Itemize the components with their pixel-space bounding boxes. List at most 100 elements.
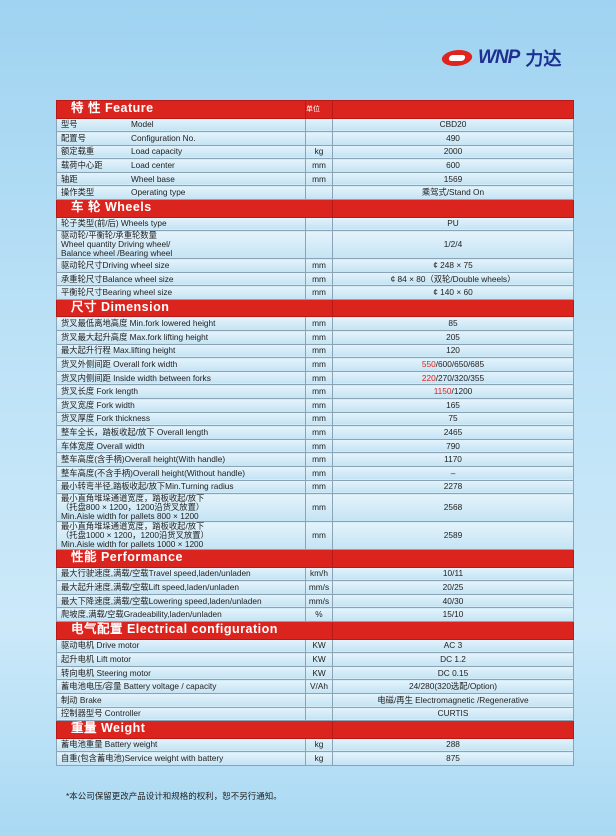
- spec-value-text: 20/25: [442, 582, 464, 593]
- section-title: 重量 Weight: [71, 721, 146, 736]
- spec-value: 165: [332, 398, 574, 413]
- spec-label: 整车高度(不含手柄)Overall height(Without handle): [56, 465, 306, 481]
- spec-value: 1569: [332, 171, 574, 187]
- spec-value-text: ¢ 84 × 80（双轮/Double wheels）: [390, 273, 516, 284]
- spec-unit: [305, 117, 333, 133]
- spec-unit: mm: [305, 171, 333, 187]
- spec-label: 配置号 Configuration No.: [56, 131, 306, 146]
- spec-label: 整车高度(含手柄)Overall height(With handle): [56, 452, 306, 467]
- spec-label-text: 最小直角堆垛通道宽度，踏板收起/放下 （托盘1000 × 1200，1200沿货…: [61, 521, 209, 550]
- spec-unit: KW: [305, 665, 333, 681]
- section-header: 车 轮 Wheels: [56, 199, 574, 218]
- spec-table: 特 性 Feature 单位 型号 Model CBD20 配置号 Configuratio…: [56, 100, 574, 766]
- spec-label-text: 驱动电机 Drive motor: [61, 640, 140, 651]
- spec-label-text: 最小直角堆垛通道宽度，踏板收起/放下 （托盘800 × 1200，1200沿货叉…: [61, 493, 205, 522]
- spec-value: 85: [332, 316, 574, 332]
- table-row: 驱动电机 Drive motor KW AC 3: [56, 638, 574, 654]
- section-title-cell: 特 性 Feature: [56, 100, 306, 119]
- spec-label: 货叉厚度 Fork thickness: [56, 411, 306, 427]
- spec-label-text: 爬坡度,满载/空载Gradeability,laden/unladen: [61, 609, 222, 620]
- section-title-cell: 电气配置 Electrical configuration: [56, 621, 333, 640]
- spec-value-text: 165: [446, 399, 460, 410]
- spec-label: 承重轮尺寸Balance wheel size: [56, 271, 306, 287]
- spec-unit: mm: [305, 411, 333, 427]
- spec-label: 最大起升速度,满载/空载Lift speed,laden/unladen: [56, 580, 306, 595]
- spec-unit: mm: [305, 357, 333, 372]
- spec-label: 货叉宽度 Fork width: [56, 398, 306, 413]
- table-row: 承重轮尺寸Balance wheel size mm ¢ 84 × 80（双轮/Do…: [56, 271, 574, 287]
- table-row: 整车高度(含手柄)Overall height(With handle) mm 11…: [56, 452, 574, 467]
- table-row: 货叉内侧间距 Inside width between forks mm 220/2…: [56, 370, 574, 386]
- spec-value-text: ¢ 248 × 75: [433, 259, 473, 270]
- table-row: 载荷中心距 Load center mm 600: [56, 158, 574, 173]
- spec-value: 1170: [332, 452, 574, 467]
- spec-value: 2278: [332, 479, 574, 495]
- table-row: 最大行驶速度,满载/空载Travel speed,laden/unladen km…: [56, 566, 574, 582]
- table-row: 配置号 Configuration No. 490: [56, 131, 574, 146]
- spec-value: 75: [332, 411, 574, 427]
- spec-unit: KW: [305, 638, 333, 654]
- spec-label: 蓄电池重量 Battery weight: [56, 737, 306, 753]
- table-row: 自重(包含蓄电池)Service weight with battery kg 87…: [56, 751, 574, 766]
- spec-value: 1150/1200: [332, 384, 574, 399]
- spec-value-text: 2568: [443, 502, 463, 513]
- section-title: 电气配置 Electrical configuration: [71, 622, 278, 637]
- spec-label: 操作类型 Operating type: [56, 185, 306, 201]
- company-logo: WNP 力达: [439, 45, 562, 71]
- spec-unit: %: [305, 607, 333, 623]
- spec-label-text: 货叉最大起升高度 Max.fork lifting height: [61, 331, 209, 342]
- spec-value: DC 0.15: [332, 665, 574, 681]
- spec-label: 驱动轮尺寸Driving wheel size: [56, 258, 306, 273]
- spec-label-text: 货叉长度 Fork length: [61, 386, 138, 397]
- spec-label-text: 货叉最低离地高度 Min.fork lowered height: [61, 318, 216, 329]
- section-header: 性能 Performance: [56, 549, 574, 568]
- spec-label-text: 自重(包含蓄电池)Service weight with battery: [61, 752, 224, 763]
- table-row: 蓄电池重量 Battery weight kg 288: [56, 737, 574, 753]
- spec-value-text: CURTIS: [437, 708, 469, 719]
- spec-label-text: 平衡轮尺寸Bearing wheel size: [61, 287, 173, 298]
- spec-label-text: 货叉厚度 Fork thickness: [61, 413, 150, 424]
- table-row: 驱动轮尺寸Driving wheel size mm ¢ 248 × 75: [56, 258, 574, 273]
- section-header-spacer: [332, 621, 574, 640]
- spec-value-text: 490: [446, 132, 460, 143]
- spec-unit: mm: [305, 285, 333, 300]
- spec-value-text: 875: [446, 752, 460, 763]
- spec-value-text: CBD20: [439, 119, 467, 130]
- section-title: 车 轮 Wheels: [71, 200, 152, 215]
- spec-value-text: 2465: [443, 426, 463, 437]
- spec-label: 货叉长度 Fork length: [56, 384, 306, 399]
- spec-value: CURTIS: [332, 706, 574, 722]
- spec-label: 最小直角堆垛通道宽度，踏板收起/放下 （托盘1000 × 1200，1200沿货…: [56, 521, 306, 551]
- spec-value-text: /600/650/685: [435, 359, 485, 370]
- spec-unit: mm: [305, 384, 333, 399]
- spec-value: ¢ 248 × 75: [332, 258, 574, 273]
- spec-unit: [305, 692, 333, 708]
- spec-label-text: 转向电机 Steering motor: [61, 667, 151, 678]
- spec-unit: [305, 131, 333, 146]
- section-title-cell: 性能 Performance: [56, 549, 333, 568]
- spec-value: 600: [332, 158, 574, 173]
- spec-unit: V/Ah: [305, 679, 333, 694]
- spec-label: 货叉内侧间距 Inside width between forks: [56, 370, 306, 386]
- spec-value-text: PU: [447, 218, 459, 229]
- spec-value-text: 2278: [443, 481, 463, 492]
- spec-label-text: 蓄电池重量 Battery weight: [61, 739, 158, 750]
- spec-label: 整车全长，踏板收起/放下 Overall length: [56, 425, 306, 440]
- logo-brand: WNP: [478, 47, 520, 68]
- spec-value-text: DC 1.2: [440, 653, 466, 664]
- logo-name: 力达: [525, 49, 562, 69]
- spec-value-text: AC 3: [443, 640, 463, 651]
- spec-label-text: 驱动轮尺寸Driving wheel size: [61, 259, 170, 270]
- spec-label: 最小转弯半径,踏板收起/放下Min.Turning radius: [56, 479, 306, 495]
- spec-value-text: 790: [446, 440, 460, 451]
- spec-value-text: 40/30: [442, 595, 464, 606]
- spec-value-text: 1170: [444, 454, 462, 465]
- spec-unit: mm: [305, 343, 333, 359]
- spec-unit: mm: [305, 438, 333, 454]
- spec-unit: mm: [305, 521, 333, 551]
- spec-value: 790: [332, 438, 574, 454]
- section-title: 性能 Performance: [71, 550, 183, 565]
- spec-value-text: 10/11: [442, 568, 464, 579]
- table-row: 货叉宽度 Fork width mm 165: [56, 398, 574, 413]
- spec-value-text: ¢ 140 × 60: [433, 287, 473, 298]
